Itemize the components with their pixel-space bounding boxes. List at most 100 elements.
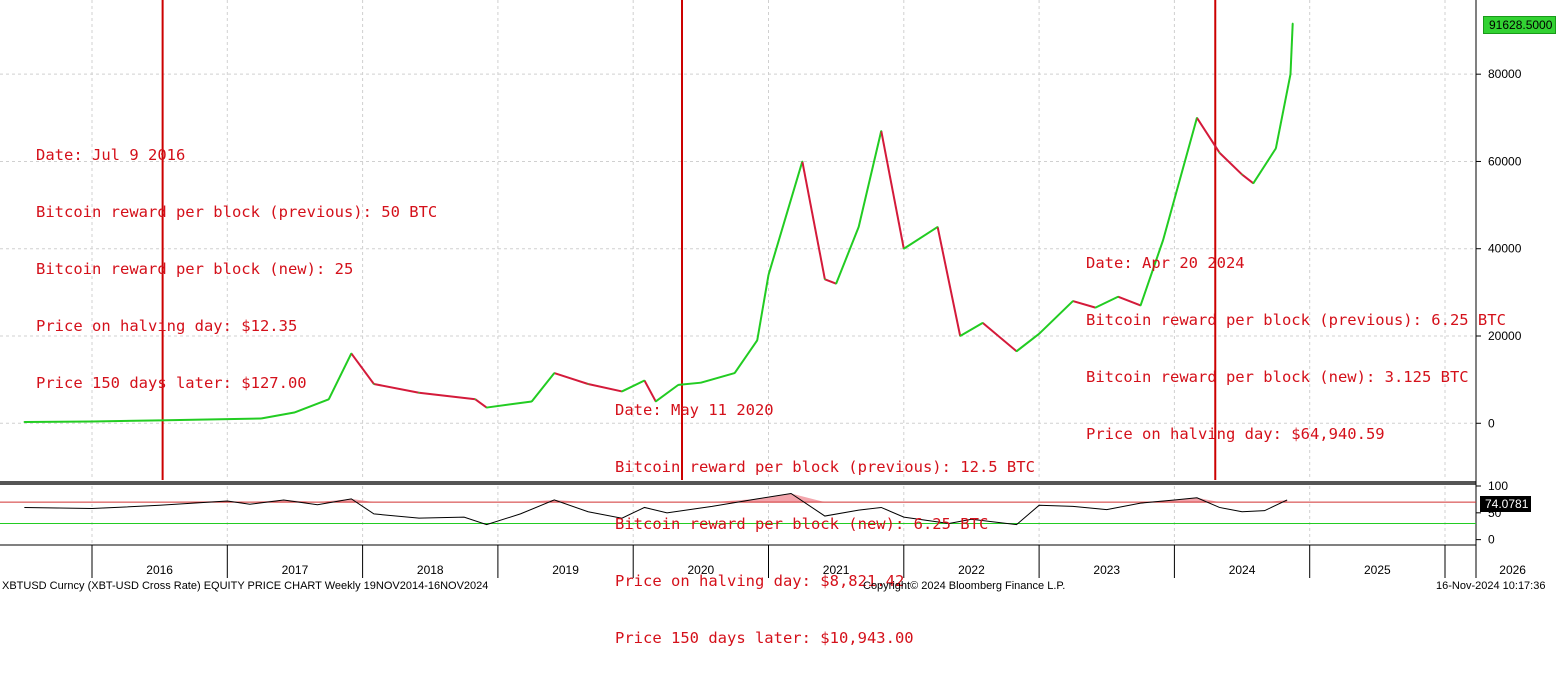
- price-segment: [1289, 23, 1294, 75]
- price-segment: [621, 379, 645, 393]
- price-point: [587, 383, 589, 385]
- price-segment: [373, 383, 420, 394]
- annotation-2016-price: Price on halving day: $12.35: [36, 317, 298, 335]
- footer-security-description: XBTUSD Curncy (XBT-USD Cross Rate) EQUIT…: [2, 580, 489, 592]
- price-segment: [801, 161, 826, 280]
- price-point: [1241, 173, 1243, 176]
- annotation-halving-2016: Date: Jul 9 2016 Bitcoin reward per bloc…: [36, 108, 437, 431]
- x-axis-year-label: 2022: [958, 563, 985, 577]
- price-point: [158, 419, 161, 422]
- price-segment: [733, 339, 759, 374]
- rsi-y-tick-label: 100: [1488, 479, 1508, 493]
- price-point: [824, 278, 826, 281]
- price-segment: [474, 398, 488, 409]
- price-segment: [1015, 333, 1040, 353]
- annotation-2024-new: Bitcoin reward per block (new): 3.125 BT…: [1086, 368, 1469, 386]
- price-point: [1139, 304, 1142, 307]
- price-segment: [655, 384, 679, 403]
- x-axis-year-label: 2019: [552, 563, 579, 577]
- price-point: [327, 398, 330, 401]
- y-tick-label: 40000: [1488, 242, 1522, 256]
- price-point: [1162, 239, 1164, 241]
- price-segment: [1241, 173, 1254, 185]
- price-point: [959, 335, 961, 337]
- price-point: [1072, 300, 1074, 302]
- price-segment: [835, 226, 860, 285]
- price-segment: [159, 418, 228, 422]
- price-segment: [936, 226, 962, 337]
- price-segment: [1117, 295, 1141, 307]
- price-point: [474, 398, 477, 401]
- annotation-2020-prev: Bitcoin reward per block (previous): 12.…: [615, 458, 1035, 476]
- rsi-overbought-fill: [24, 493, 1288, 503]
- price-segment: [553, 372, 589, 385]
- x-axis-year-label: 2018: [416, 563, 444, 577]
- price-point: [1196, 117, 1198, 119]
- price-segment: [1252, 147, 1277, 184]
- x-axis-year-label: 2026: [1499, 563, 1526, 577]
- annotation-2016-later: Price 150 days later: $127.00: [36, 374, 307, 392]
- annotation-2020-new: Bitcoin reward per block (new): 6.25 BTC: [615, 515, 989, 533]
- price-segment: [982, 322, 1018, 353]
- price-segment: [903, 226, 939, 250]
- price-segment: [294, 398, 330, 414]
- price-point: [350, 352, 353, 355]
- footer-copyright: Copyright© 2024 Bloomberg Finance L.P.: [863, 580, 1066, 592]
- x-axis-year-label: 2021: [822, 563, 850, 577]
- annotation-2024-date: Date: Apr 20 2024: [1086, 254, 1245, 272]
- annotation-2020-date: Date: May 11 2020: [615, 401, 774, 419]
- price-segment: [1196, 117, 1221, 154]
- x-axis-year-label: 2016: [146, 563, 173, 577]
- x-axis-year-label: 2020: [687, 563, 715, 577]
- x-axis-year-label: 2017: [281, 563, 309, 577]
- price-point: [1275, 147, 1277, 150]
- price-segment: [530, 372, 556, 403]
- y-tick-label: 20000: [1488, 329, 1522, 343]
- rsi-line: [24, 492, 1288, 526]
- rsi-y-tick-label: 0: [1488, 533, 1495, 547]
- price-point: [530, 400, 533, 403]
- price-point: [1117, 295, 1119, 298]
- price-point: [936, 226, 939, 228]
- price-point: [643, 379, 646, 382]
- price-segment: [486, 400, 532, 409]
- price-point: [801, 160, 804, 163]
- price-point: [621, 390, 623, 393]
- price-segment: [824, 278, 837, 285]
- price-segment: [24, 420, 93, 423]
- price-segment: [1218, 152, 1243, 176]
- price-segment: [756, 274, 770, 341]
- annotation-2016-prev: Bitcoin reward per block (previous): 50 …: [36, 203, 438, 221]
- y-tick-label: 0: [1488, 416, 1495, 430]
- annotation-2024-prev: Bitcoin reward per block (previous): 6.2…: [1086, 311, 1506, 329]
- price-segment: [587, 383, 623, 393]
- price-segment: [857, 130, 883, 228]
- price-point: [373, 383, 375, 385]
- annotation-2020-price: Price on halving day: $8,821.42: [615, 572, 905, 590]
- price-point: [1289, 73, 1292, 75]
- price-point: [553, 372, 556, 374]
- price-point: [418, 391, 420, 394]
- price-segment: [1038, 300, 1074, 335]
- price-point: [1038, 333, 1040, 335]
- price-segment: [418, 391, 476, 401]
- price-segment: [1072, 300, 1096, 309]
- price-point: [91, 420, 93, 423]
- price-segment: [700, 372, 735, 384]
- price-point: [1291, 22, 1294, 25]
- price-segment: [1095, 295, 1119, 309]
- price-segment: [643, 380, 657, 402]
- price-segment: [260, 411, 296, 420]
- annotation-halving-2020: Date: May 11 2020 Bitcoin reward per blo…: [615, 363, 1035, 686]
- chart-stage: 0 20000 40000 60000 80000 0 50 100 Date: Jul 9 …: [0, 0, 1556, 647]
- price-point: [903, 247, 905, 250]
- annotation-2020-later: Price 150 days later: $10,943.00: [615, 629, 914, 647]
- price-segment: [91, 419, 160, 423]
- price-segment: [350, 352, 375, 385]
- x-axis-year-label: 2023: [1093, 563, 1121, 577]
- price-segment: [959, 322, 984, 337]
- price-point: [880, 130, 883, 132]
- price-point: [677, 384, 680, 386]
- price-segment: [1139, 239, 1165, 306]
